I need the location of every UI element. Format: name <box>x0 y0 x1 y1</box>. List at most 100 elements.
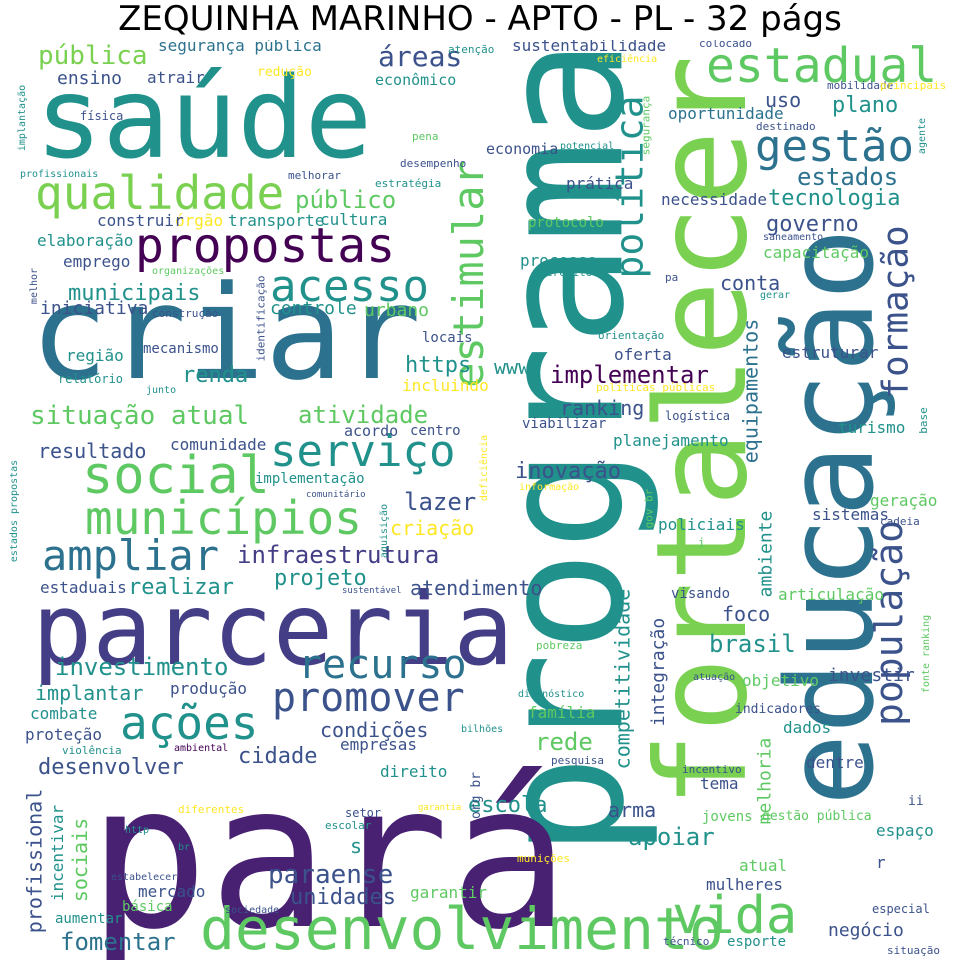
word-desempenho: desempenho <box>400 157 467 170</box>
word-ampliar: ampliar <box>42 531 220 580</box>
word-recurso: recurso <box>298 642 467 688</box>
word-acordo: acordo <box>344 422 399 440</box>
word-competitividade: competitividade <box>609 588 634 769</box>
word-ranking: ranking <box>560 396 645 420</box>
word-http: http <box>125 825 150 836</box>
word-incluindo: incluindo <box>402 376 489 395</box>
word-implantacao: implantação <box>17 84 29 152</box>
word-vida: vida <box>672 886 798 946</box>
word-estados: estados <box>797 163 899 191</box>
word-desenvolver: desenvolver <box>38 755 184 780</box>
word-sociedade: sociedade <box>225 905 280 916</box>
word-foco: foco <box>722 602 771 626</box>
word-agente: agente <box>917 117 929 155</box>
word-escolar: escolar <box>325 819 372 832</box>
word-protocolo: protocolo <box>528 215 604 231</box>
page-title: ZEQUINHA MARINHO - APTO - PL - 32 págs <box>118 0 842 39</box>
word-ambiental: ambiental <box>174 743 229 754</box>
word-incentivar: incentivar <box>48 804 68 902</box>
word-viabilizar: viabilizar <box>522 416 607 432</box>
word-social: social <box>82 446 270 506</box>
word-s: s <box>350 834 363 858</box>
word-fomentar: fomentar <box>60 928 176 956</box>
word-basica: básica <box>122 899 173 915</box>
word-br: br <box>178 842 191 853</box>
word-implementar: implementar <box>550 361 709 389</box>
word-especial: especial <box>872 902 930 916</box>
word-integracao: integração <box>648 617 670 727</box>
word-construir: construir <box>97 211 184 230</box>
word-propostas: propostas <box>135 218 396 274</box>
word-implantar: implantar <box>35 681 144 705</box>
word-planejamento: planejamento <box>613 431 729 450</box>
word-publica: pública <box>38 41 148 71</box>
word-desenvolvimento: desenvolvimento <box>200 895 724 960</box>
word-realizar: realizar <box>128 575 234 600</box>
word-situacao: situação <box>887 944 940 957</box>
word-melhorar: melhorar <box>288 169 341 182</box>
word-direito: direito <box>380 762 448 781</box>
word-combate: combate <box>30 704 98 723</box>
word-ii: ii <box>908 794 924 809</box>
word-acoes: ações <box>120 696 259 750</box>
word-base: base <box>916 407 930 434</box>
word-tecnico: técnico <box>663 935 710 948</box>
word-urbano: urbano <box>364 300 430 321</box>
word-objetivo: objetivo <box>742 671 820 690</box>
word-cidade: cidade <box>238 744 318 769</box>
word-elaboracao: elaboração <box>37 231 134 250</box>
word-policiais: policiais <box>658 515 745 534</box>
word-empresas: empresas <box>340 735 418 754</box>
word-pena: pena <box>412 130 439 143</box>
word-pa: pa <box>665 271 679 284</box>
word-projeto: projeto <box>274 566 367 591</box>
word-criar: criar <box>30 257 422 409</box>
word-incentivo: incentivo <box>682 763 742 776</box>
word-criacao: criação <box>390 516 475 540</box>
word-atencao: atenção <box>448 43 495 56</box>
word-atuacao: atuação <box>693 672 736 683</box>
word-paraense: paraense <box>268 860 394 890</box>
word-jovens: jovens <box>702 809 753 825</box>
word-municoes: munições <box>517 852 570 865</box>
word-potencial: potencial <box>560 141 615 152</box>
word-regiao: região <box>66 346 124 365</box>
word-gestao: gestão <box>755 121 914 172</box>
word-publico: público <box>295 186 397 214</box>
word-principais: principais <box>880 79 947 92</box>
word-seguranca-publica: segurança pública <box>158 40 322 55</box>
word-mobilidade: mobilidade <box>827 79 894 92</box>
word-esporte: esporte <box>727 934 787 950</box>
word-construcao: construção <box>152 307 219 320</box>
word-sustentavel: sustentável <box>342 586 402 596</box>
word-politicas-publicas: políticas públicas <box>596 381 716 394</box>
word-atividade: atividade <box>298 401 429 429</box>
word-gestao-publica: gestão pública <box>762 809 872 824</box>
word-populacao: população <box>866 520 911 726</box>
word-comunidade: comunidade <box>170 435 267 454</box>
word-informacao: informação <box>519 482 580 493</box>
word-i: i <box>698 536 706 550</box>
word-cultura: cultura <box>320 210 388 229</box>
word-controle: controle <box>270 298 357 319</box>
word-violencia: violência <box>62 744 122 757</box>
word-identificacao: identificação <box>254 274 268 362</box>
word-gerar: gerar <box>760 290 791 301</box>
word-producao: produção <box>170 679 248 698</box>
word-plano: plano <box>832 93 899 118</box>
word-ambiente: ambiente <box>754 510 776 597</box>
word-uso: uso <box>765 88 802 112</box>
word-para: pará <box>88 741 570 960</box>
word-arma: arma <box>608 798 657 822</box>
word-comunitario: comunitário <box>306 490 366 500</box>
word-areas: áreas <box>378 40 463 73</box>
word-turismo: turismo <box>838 418 906 437</box>
word-unidades: unidades <box>290 885 396 910</box>
word-negocio: negócio <box>828 920 904 941</box>
word-tema: tema <box>700 774 739 793</box>
word-economico: econômico <box>375 71 457 89</box>
word-mulheres: mulheres <box>706 875 784 894</box>
word-organizacoes: organizações <box>152 266 225 277</box>
word-capacitacao: capacitação <box>763 243 869 262</box>
word-estrategia: estratégia <box>375 177 442 190</box>
